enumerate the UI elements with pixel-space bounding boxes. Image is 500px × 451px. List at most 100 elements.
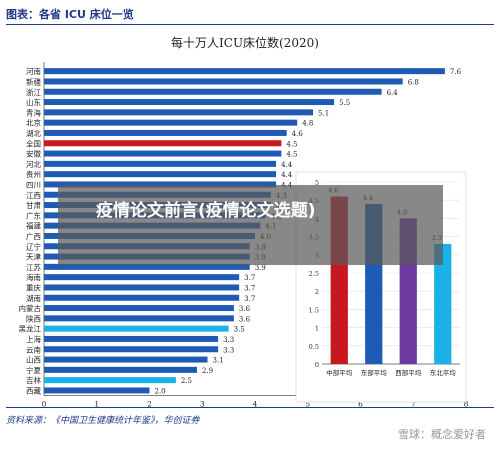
value-label-4: 5.1	[318, 109, 329, 117]
category-label-19: 江苏	[26, 262, 41, 272]
category-label-10: 贵州	[26, 169, 41, 179]
source-note: 资料来源：《中国卫生健康统计年鉴》，华创证券	[6, 416, 200, 426]
inset-category-3: 东北平均	[430, 368, 457, 377]
bar-24	[44, 315, 234, 322]
bar-19	[44, 263, 250, 270]
category-label-1: 新疆	[26, 76, 41, 86]
category-label-6: 湖北	[26, 129, 41, 138]
category-label-3: 山东	[26, 97, 41, 107]
bar-22	[44, 294, 240, 301]
bar-6	[44, 129, 287, 136]
category-label-22: 湖南	[26, 293, 41, 303]
bar-25	[44, 325, 229, 332]
category-label-26: 上海	[26, 334, 41, 344]
bar-3	[44, 99, 335, 106]
header-rule	[6, 24, 494, 25]
category-label-30: 吉林	[26, 375, 41, 385]
category-label-8: 安徽	[26, 149, 41, 159]
value-label-3: 5.5	[339, 99, 350, 107]
value-label-9: 4.4	[281, 161, 293, 169]
category-label-17: 辽宁	[26, 241, 41, 251]
bar-10	[44, 171, 277, 178]
bar-27	[44, 346, 219, 353]
value-label-2: 6.4	[387, 89, 399, 97]
category-label-2: 浙江	[26, 87, 41, 97]
value-label-22: 3.7	[244, 295, 255, 303]
bar-8	[44, 150, 282, 157]
inset-y-tick-10: 5	[315, 179, 319, 187]
inset-y-tick-0: 0	[315, 361, 319, 369]
category-label-15: 福建	[26, 221, 41, 231]
category-label-0: 河南	[26, 66, 41, 76]
inset-bar-3	[434, 243, 452, 364]
category-label-23: 内蒙古	[19, 303, 42, 313]
category-label-9: 河北	[26, 160, 41, 169]
category-label-20: 海南	[26, 272, 41, 282]
bar-26	[44, 335, 219, 342]
bar-28	[44, 356, 208, 363]
bar-7	[44, 140, 282, 147]
inset-category-0: 中部平均	[326, 368, 353, 377]
category-label-27: 云南	[26, 344, 41, 354]
footer-rule	[6, 407, 494, 408]
value-label-30: 2.5	[181, 377, 192, 385]
category-label-11: 四川	[26, 180, 41, 189]
inset-category-1: 东部平均	[361, 368, 388, 377]
overlay-title: 疫情论文前言(疫情论文选题)	[96, 201, 316, 221]
bar-29	[44, 366, 197, 373]
category-label-18: 天津	[26, 253, 41, 262]
category-label-13: 甘肃	[26, 200, 41, 210]
bar-11	[44, 181, 277, 188]
value-label-8: 4.5	[286, 151, 297, 159]
category-label-4: 青海	[26, 107, 41, 117]
bar-0	[44, 68, 445, 75]
category-label-31: 西藏	[26, 385, 41, 395]
watermark: 雪球：概念爱好者	[398, 428, 486, 441]
figure-title: 图表：各省 ICU 床位一览	[6, 8, 134, 21]
category-label-29: 宁夏	[26, 365, 41, 375]
value-label-10: 4.4	[281, 171, 293, 179]
inset-y-tick-3: 1.5	[309, 306, 319, 314]
bar-5	[44, 119, 298, 126]
inset-y-tick-1: 0.5	[309, 343, 319, 351]
inset-y-tick-4: 2	[315, 288, 319, 296]
value-label-7: 4.5	[286, 140, 297, 148]
bar-31	[44, 387, 150, 394]
x-tick-4: 4	[253, 400, 258, 409]
value-label-21: 3.7	[244, 284, 255, 292]
category-label-24: 陕西	[26, 313, 41, 323]
x-tick-6: 6	[358, 400, 363, 409]
category-label-21: 重庆	[26, 282, 41, 292]
x-tick-2: 2	[147, 400, 152, 409]
x-tick-8: 8	[464, 400, 469, 409]
category-label-5: 北京	[26, 118, 41, 128]
inset-category-2: 西部平均	[395, 368, 422, 377]
value-label-19: 3.9	[255, 264, 266, 272]
value-label-24: 3.6	[239, 315, 251, 323]
value-label-31: 2.0	[155, 387, 166, 395]
value-label-1: 6.8	[408, 78, 419, 86]
value-label-27: 3.3	[223, 346, 234, 354]
value-label-20: 3.7	[244, 274, 255, 282]
value-label-29: 2.9	[202, 367, 213, 375]
category-label-7: 全国	[26, 138, 41, 148]
category-label-25: 黑龙江	[19, 324, 42, 334]
value-label-28: 3.1	[213, 357, 224, 365]
x-tick-1: 1	[94, 400, 99, 409]
value-label-23: 3.6	[239, 305, 251, 313]
bar-9	[44, 160, 277, 167]
bar-23	[44, 305, 234, 312]
bar-21	[44, 284, 240, 291]
bar-30	[44, 377, 176, 384]
x-tick-3: 3	[200, 400, 205, 409]
bar-4	[44, 109, 314, 116]
bar-1	[44, 78, 403, 85]
x-tick-0: 0	[42, 400, 47, 409]
value-label-26: 3.3	[223, 336, 234, 344]
overlay-banner	[58, 185, 443, 265]
inset-y-tick-5: 2.5	[309, 270, 319, 278]
inset-y-tick-2: 1	[315, 325, 319, 333]
category-label-28: 山西	[26, 355, 41, 365]
x-tick-7: 7	[411, 400, 416, 409]
main-chart-title: 每十万人ICU床位数(2020)	[171, 35, 319, 50]
